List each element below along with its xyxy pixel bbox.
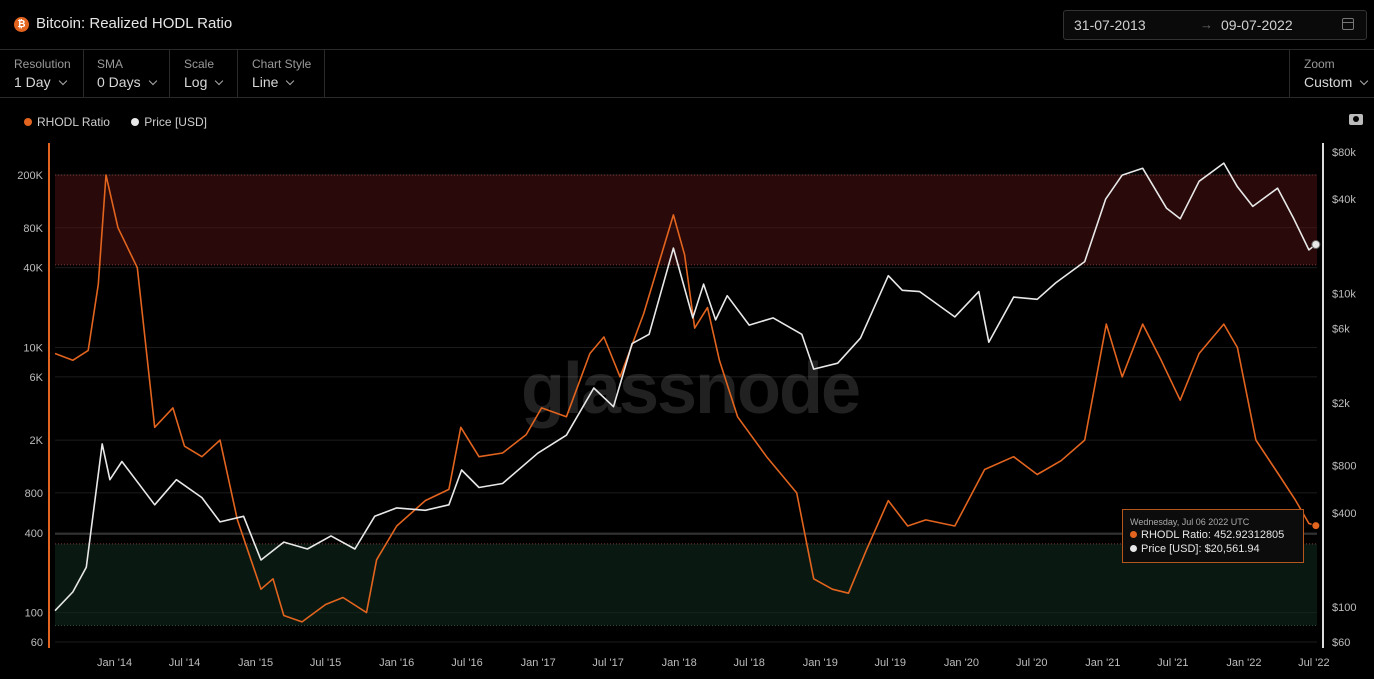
y-left-tick-label: 2K (30, 435, 44, 447)
chart-axes (48, 143, 1324, 648)
x-tick-label: Jul '20 (1016, 657, 1047, 669)
chart-style-value-text: Line (252, 74, 279, 90)
legend-dot-price (131, 118, 140, 126)
y-left-tick-label: 6K (30, 372, 44, 384)
x-tick-label: Jan '17 (521, 657, 556, 669)
calendar-icon[interactable] (1342, 18, 1354, 30)
sma-dropdown[interactable]: SMA 0 Days (83, 50, 170, 97)
scale-value-text: Log (184, 74, 208, 90)
x-tick-label: Jul '18 (733, 657, 764, 669)
y-right-tick-label: $2k (1332, 398, 1350, 410)
bitcoin-logo-icon: ₿ (14, 17, 29, 32)
date-start-input[interactable]: 31-07-2013 (1074, 17, 1146, 33)
resolution-value[interactable]: 1 Day (14, 74, 67, 90)
x-tick-label: Jan '14 (97, 657, 132, 669)
arrow-right-icon: → (1200, 17, 1213, 32)
watermark-text: glassnode (521, 349, 859, 429)
sma-value[interactable]: 0 Days (97, 74, 157, 90)
sma-label: SMA (97, 57, 124, 71)
y-right-tick-label: $40k (1332, 194, 1356, 206)
tooltip-dot-rhodl (1130, 531, 1137, 538)
y-left-tick-label: 800 (25, 488, 43, 500)
tooltip-rhodl-value: RHODL Ratio: 452.92312805 (1141, 529, 1285, 541)
zoom-value-text: Custom (1304, 74, 1353, 90)
date-end-input[interactable]: 09-07-2022 (1221, 17, 1293, 33)
scale-label: Scale (184, 57, 215, 71)
x-tick-label: Jan '16 (379, 657, 414, 669)
chart-controls: Resolution 1 Day SMA 0 Days Scale Log Ch… (0, 50, 1374, 98)
resolution-dropdown[interactable]: Resolution 1 Day (0, 50, 84, 97)
legend-dot-rhodl (24, 118, 32, 126)
y-left-tick-label: 100 (25, 608, 43, 620)
page-title: Bitcoin: Realized HODL Ratio (36, 15, 233, 32)
y-right-tick-label: $100 (1332, 602, 1356, 614)
title-bar: ₿ Bitcoin: Realized HODL Ratio 31-07-201… (0, 0, 1374, 50)
x-tick-label: Jan '19 (803, 657, 838, 669)
resolution-value-text: 1 Day (14, 74, 51, 90)
legend-label-price: Price [USD] (144, 115, 207, 129)
zoom-dropdown[interactable]: Zoom Custom (1289, 50, 1374, 97)
band-upper (55, 175, 1317, 265)
resolution-label: Resolution (14, 57, 71, 71)
y-right-tick-label: $6k (1332, 323, 1350, 335)
scale-dropdown[interactable]: Scale Log (170, 50, 238, 97)
x-tick-label: Jul '15 (310, 657, 341, 669)
chart-legend: RHODL Ratio Price [USD] (24, 115, 225, 129)
series-marker-rhodl (1311, 521, 1321, 531)
y-right-tick-label: $10k (1332, 289, 1356, 301)
series-line-price (54, 162, 1317, 612)
x-tick-label: Jan '20 (944, 657, 979, 669)
x-tick-label: Jan '22 (1226, 657, 1261, 669)
chart-tooltip: Wednesday, Jul 06 2022 UTC RHODL Ratio: … (1122, 509, 1304, 563)
y-left-tick-label: 400 (25, 528, 43, 540)
x-tick-label: Jul '19 (875, 657, 906, 669)
x-tick-label: Jan '15 (238, 657, 273, 669)
y-left-tick-label: 60 (31, 637, 43, 649)
x-tick-label: Jan '21 (1085, 657, 1120, 669)
y-left-tick-label: 10K (23, 342, 43, 354)
y-left-tick-label: 200K (17, 170, 43, 182)
chart-style-dropdown[interactable]: Chart Style Line (238, 50, 325, 97)
chart-ticks: 60 100 400 800 2K 6K 10K 40K 80K 200K $60 $100 $400 $… (17, 147, 1356, 669)
y-right-tick-label: $400 (1332, 508, 1356, 520)
y-right-tick-label: $60 (1332, 637, 1350, 649)
x-tick-label: Jul '16 (451, 657, 482, 669)
y-right-tick-label: $800 (1332, 461, 1356, 473)
tooltip-price-value: Price [USD]: $20,561.94 (1141, 543, 1260, 555)
chart-style-label: Chart Style (252, 57, 312, 71)
x-tick-label: Jul '21 (1157, 657, 1188, 669)
series-line-rhodl (54, 174, 1317, 623)
zoom-value[interactable]: Custom (1304, 74, 1369, 90)
sma-value-text: 0 Days (97, 74, 141, 90)
tooltip-rhodl-row: RHODL Ratio: 452.92312805 (1130, 529, 1284, 541)
scale-value[interactable]: Log (184, 74, 224, 90)
tooltip-dot-price (1130, 545, 1137, 552)
chart-bands (55, 174, 1317, 626)
legend-item-rhodl[interactable]: RHODL Ratio (24, 115, 110, 129)
camera-icon[interactable] (1349, 114, 1363, 125)
y-right-tick-label: $80k (1332, 147, 1356, 159)
x-tick-label: Jul '14 (169, 657, 200, 669)
tooltip-price-row: Price [USD]: $20,561.94 (1130, 543, 1260, 555)
legend-label-rhodl: RHODL Ratio (37, 115, 110, 129)
date-range-picker[interactable]: 31-07-2013 → 09-07-2022 (1063, 10, 1367, 40)
zoom-label: Zoom (1304, 57, 1335, 71)
tooltip-date: Wednesday, Jul 06 2022 UTC (1130, 517, 1250, 527)
x-tick-label: Jan '18 (662, 657, 697, 669)
y-left-tick-label: 80K (23, 223, 43, 235)
chart-series (54, 162, 1321, 623)
series-marker-price (1311, 240, 1321, 250)
legend-item-price[interactable]: Price [USD] (131, 115, 207, 129)
chart-style-value[interactable]: Line (252, 74, 295, 90)
x-tick-label: Jul '22 (1298, 657, 1329, 669)
y-left-tick-label: 40K (23, 263, 43, 275)
x-tick-label: Jul '17 (592, 657, 623, 669)
